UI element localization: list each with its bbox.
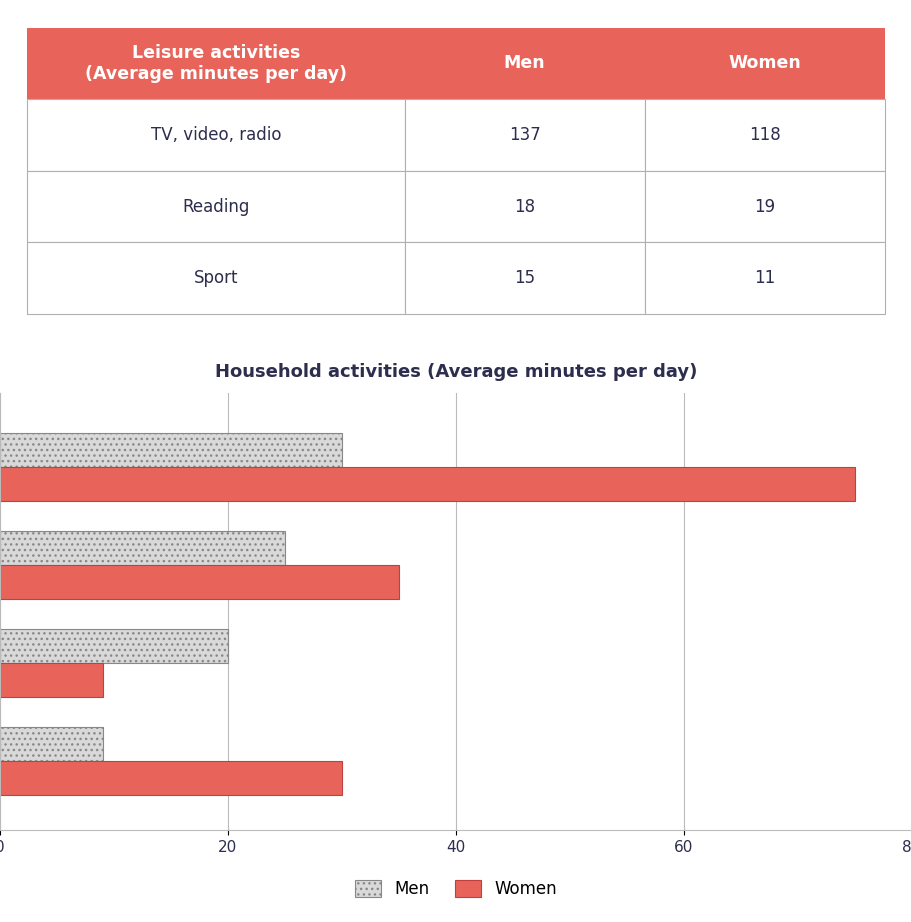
FancyBboxPatch shape xyxy=(404,242,644,314)
Bar xyxy=(0,629,228,663)
FancyBboxPatch shape xyxy=(404,171,644,242)
Legend: Men, Women: Men, Women xyxy=(348,873,563,904)
Bar xyxy=(0,663,103,697)
Bar xyxy=(0,432,342,467)
FancyBboxPatch shape xyxy=(644,100,884,171)
Bar xyxy=(0,467,855,502)
FancyBboxPatch shape xyxy=(27,28,404,100)
FancyBboxPatch shape xyxy=(404,28,644,100)
FancyBboxPatch shape xyxy=(404,100,644,171)
Text: Reading: Reading xyxy=(182,197,250,216)
FancyBboxPatch shape xyxy=(644,242,884,314)
Title: Household activities (Average minutes per day): Household activities (Average minutes pe… xyxy=(215,363,696,381)
Text: 11: 11 xyxy=(753,269,774,287)
FancyBboxPatch shape xyxy=(27,242,404,314)
Text: Women: Women xyxy=(728,54,800,73)
Bar xyxy=(0,727,103,762)
FancyBboxPatch shape xyxy=(644,171,884,242)
FancyBboxPatch shape xyxy=(27,171,404,242)
Bar xyxy=(0,531,284,565)
Text: Men: Men xyxy=(503,54,545,73)
Text: 18: 18 xyxy=(514,197,535,216)
Bar xyxy=(0,762,342,796)
FancyBboxPatch shape xyxy=(644,28,884,100)
FancyBboxPatch shape xyxy=(27,100,404,171)
Text: 137: 137 xyxy=(508,126,540,144)
Bar xyxy=(0,565,399,599)
Text: TV, video, radio: TV, video, radio xyxy=(150,126,281,144)
Text: Sport: Sport xyxy=(193,269,238,287)
Text: 15: 15 xyxy=(514,269,535,287)
Text: Leisure activities
(Average minutes per day): Leisure activities (Average minutes per … xyxy=(85,44,346,83)
Text: 118: 118 xyxy=(748,126,780,144)
Text: 19: 19 xyxy=(753,197,774,216)
